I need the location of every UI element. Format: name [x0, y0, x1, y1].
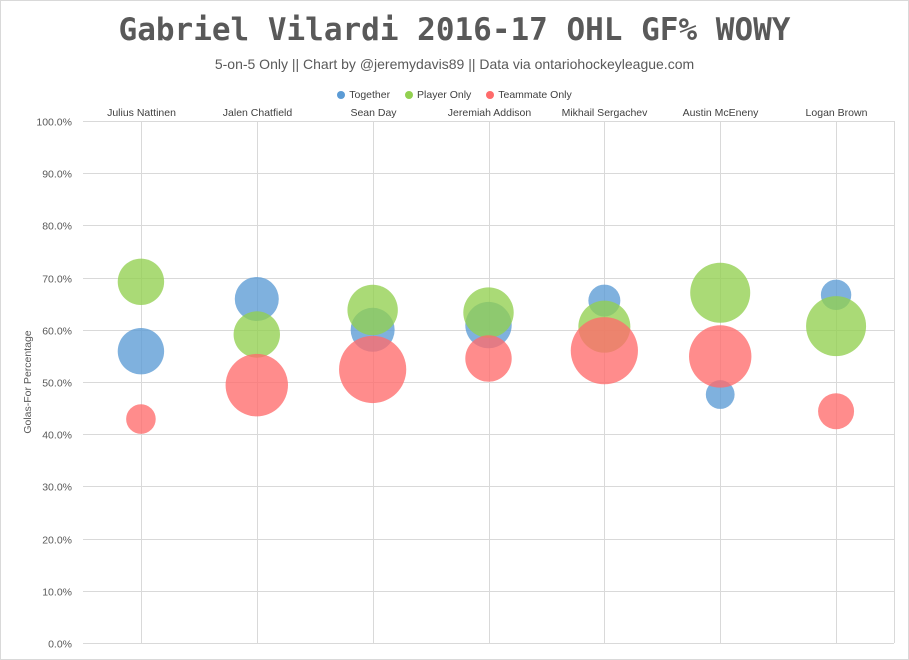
- legend-marker-player-only: [405, 91, 414, 99]
- bubble-teammate-only: [225, 353, 288, 417]
- legend-label-together: Together: [349, 89, 391, 101]
- legend-label-player-only: Player Only: [417, 89, 472, 101]
- y-tick-label: 20.0%: [42, 535, 72, 547]
- bubble-player-only: [233, 311, 280, 358]
- category-label: Mikhail Sergachev: [562, 107, 649, 119]
- legend-marker-teammate-only: [486, 91, 495, 99]
- category-label: Julius Nattinen: [107, 107, 176, 119]
- bubble-player-only: [463, 287, 514, 338]
- bubble-together: [705, 380, 735, 409]
- legend-marker-together: [337, 91, 346, 99]
- y-tick-label: 0.0%: [48, 639, 72, 651]
- legend-label-teammate-only: Teammate Only: [498, 89, 572, 101]
- bubble-together: [117, 328, 165, 375]
- bubble-teammate-only: [465, 335, 512, 382]
- y-tick-label: 40.0%: [42, 430, 72, 442]
- bubble-teammate-only: [818, 393, 855, 430]
- bubble-teammate-only: [126, 404, 156, 434]
- y-tick-label: 70.0%: [42, 274, 72, 286]
- bubble-teammate-only: [689, 325, 752, 388]
- y-tick-label: 90.0%: [42, 169, 72, 181]
- category-label: Sean Day: [350, 107, 397, 119]
- legend-item-player-only: Player Only: [405, 89, 471, 101]
- y-tick-label: 30.0%: [42, 482, 72, 494]
- bubble-teammate-only: [339, 335, 407, 404]
- bubble-player-only: [806, 296, 867, 357]
- y-tick-label: 50.0%: [42, 378, 72, 390]
- bubble-player-only: [690, 262, 751, 323]
- y-tick-label: 100.0%: [36, 117, 72, 129]
- y-tick-label: 10.0%: [42, 587, 72, 599]
- legend-item-teammate-only: Teammate Only: [486, 89, 572, 101]
- bubble-teammate-only: [570, 317, 638, 385]
- chart-subtitle: 5-on-5 Only || Chart by @jeremydavis89 |…: [214, 56, 695, 72]
- category-label: Austin McEneny: [683, 107, 760, 119]
- bubble-player-only: [347, 284, 398, 336]
- category-label: Jeremiah Addison: [448, 107, 532, 119]
- legend-item-together: Together: [337, 89, 390, 101]
- category-label: Logan Brown: [806, 107, 868, 119]
- chart-title: Gabriel Vilardi 2016-17 OHL GF% WOWY: [118, 12, 791, 48]
- y-axis-title: Golas-For Percentage: [22, 330, 34, 433]
- category-label: Jalen Chatfield: [223, 107, 293, 119]
- bubble-player-only: [117, 258, 165, 305]
- y-tick-label: 60.0%: [42, 326, 72, 338]
- bubble-together: [234, 277, 279, 322]
- legend: Together Player Only Teammate Only: [0, 89, 909, 101]
- y-tick-label: 80.0%: [42, 221, 72, 233]
